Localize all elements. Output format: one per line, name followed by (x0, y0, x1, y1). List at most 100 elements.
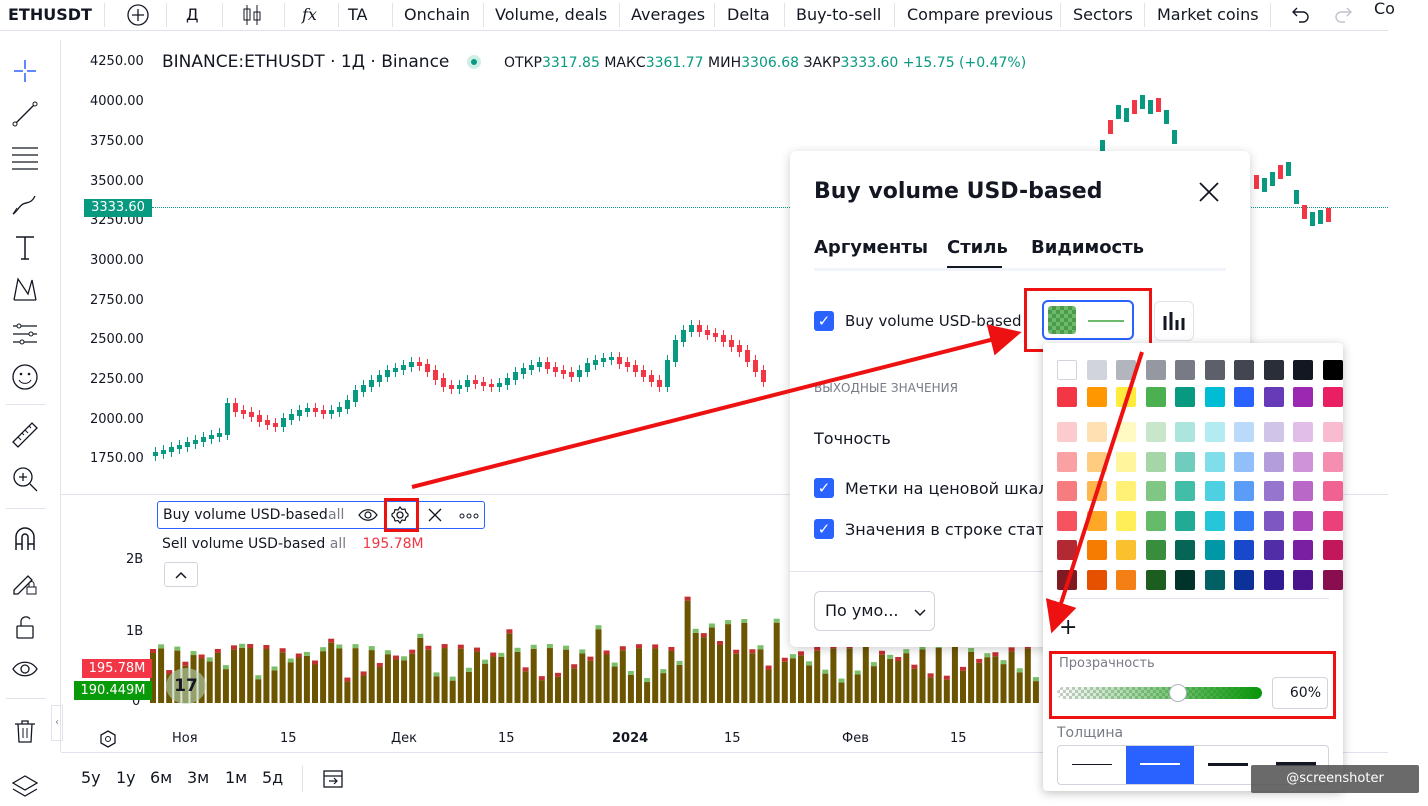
trash-icon[interactable] (10, 716, 40, 746)
color-swatch-shade[interactable] (1204, 569, 1225, 590)
color-swatch-shade[interactable] (1145, 569, 1166, 590)
color-swatch-shade[interactable] (1116, 481, 1136, 501)
color-swatch-grey[interactable] (1293, 360, 1313, 380)
color-swatch-shade[interactable] (1204, 540, 1225, 560)
lock-draw-icon[interactable] (10, 568, 40, 598)
timeframe-3m[interactable]: 3м (187, 768, 210, 787)
timeframe-5d[interactable]: 5д (262, 768, 284, 787)
color-swatch-shade[interactable] (1234, 510, 1254, 531)
color-swatch-main[interactable] (1116, 387, 1136, 407)
indicators-fx-button[interactable]: fx (302, 5, 317, 24)
color-swatch-shade[interactable] (1293, 540, 1313, 560)
color-swatch-shade[interactable] (1175, 540, 1195, 560)
color-swatch-shade[interactable] (1116, 569, 1136, 590)
redo-icon[interactable] (1334, 0, 1358, 30)
color-swatch-shade[interactable] (1263, 481, 1284, 501)
color-swatch-shade[interactable] (1293, 569, 1313, 590)
color-swatch-shade[interactable] (1263, 451, 1284, 472)
color-swatch-main[interactable] (1322, 387, 1343, 407)
color-swatch-shade[interactable] (1234, 569, 1254, 590)
color-swatch-shade[interactable] (1234, 451, 1254, 472)
color-swatch-shade[interactable] (1116, 422, 1136, 442)
color-swatch-main[interactable] (1234, 387, 1254, 407)
timeframe-6m[interactable]: 6м (150, 768, 173, 787)
color-swatch-shade[interactable] (1086, 481, 1107, 501)
color-swatch-grey[interactable] (1116, 360, 1136, 380)
thickness-3[interactable] (1194, 746, 1262, 784)
emoji-icon[interactable] (10, 362, 40, 392)
plot-visible-checkbox[interactable]: ✓ (814, 311, 834, 331)
toolbar-item-averages[interactable]: Averages (631, 5, 706, 24)
color-swatch-shade[interactable] (1057, 569, 1077, 590)
color-swatch-shade[interactable] (1263, 510, 1284, 531)
collapse-legend-button[interactable] (164, 562, 198, 587)
color-swatch-shade[interactable] (1293, 422, 1313, 442)
toolbar-item-compare-previous[interactable]: Compare previous (907, 5, 1054, 24)
plot-type-button[interactable] (1154, 301, 1194, 341)
color-swatch-shade[interactable] (1322, 540, 1343, 560)
toolbar-item-sectors[interactable]: Sectors (1073, 5, 1133, 24)
toolbar-item-onchain[interactable]: Onchain (404, 5, 471, 24)
color-swatch-shade[interactable] (1322, 569, 1343, 590)
color-swatch-grey[interactable] (1057, 360, 1077, 380)
color-swatch-shade[interactable] (1116, 540, 1136, 560)
price-scale-labels-checkbox[interactable]: ✓ (814, 478, 834, 498)
color-swatch-main[interactable] (1204, 387, 1225, 407)
color-swatch-shade[interactable] (1145, 540, 1166, 560)
thickness-4[interactable] (1262, 746, 1330, 784)
color-swatch-shade[interactable] (1057, 451, 1077, 472)
color-swatch-shade[interactable] (1322, 451, 1343, 472)
color-swatch-shade[interactable] (1293, 451, 1313, 472)
brush-icon[interactable] (10, 188, 40, 218)
color-swatch-shade[interactable] (1145, 422, 1166, 442)
forecast-icon[interactable] (10, 318, 40, 348)
color-swatch-shade[interactable] (1145, 451, 1166, 472)
date-range-icon[interactable] (321, 768, 345, 794)
timeframe-5y[interactable]: 5у (81, 768, 101, 787)
close-icon[interactable] (1198, 181, 1220, 207)
color-swatch-main[interactable] (1263, 387, 1284, 407)
color-swatch-main[interactable] (1086, 387, 1107, 407)
color-swatch-shade[interactable] (1322, 481, 1343, 501)
color-swatch-shade[interactable] (1175, 569, 1195, 590)
color-swatch-grey[interactable] (1145, 360, 1166, 380)
ruler-icon[interactable] (10, 420, 40, 450)
color-swatch-shade[interactable] (1204, 510, 1225, 531)
color-swatch-shade[interactable] (1234, 540, 1254, 560)
toolbar-item-buy-to-sell[interactable]: Buy-to-sell (796, 5, 882, 24)
toolbar-item-ta[interactable]: TA (348, 5, 368, 24)
color-swatch-shade[interactable] (1145, 481, 1166, 501)
text-icon[interactable] (10, 232, 40, 262)
close-icon[interactable] (426, 506, 444, 528)
undo-icon[interactable] (1288, 0, 1312, 30)
color-swatch-shade[interactable] (1057, 510, 1077, 531)
color-swatch-shade[interactable] (1204, 451, 1225, 472)
color-swatch-shade[interactable] (1057, 481, 1077, 501)
opacity-input[interactable]: 60% (1272, 677, 1328, 709)
color-swatch-shade[interactable] (1263, 569, 1284, 590)
color-swatch-shade[interactable] (1322, 422, 1343, 442)
thickness-2[interactable] (1126, 746, 1194, 784)
collapse-toolbar-button[interactable]: ‹ (51, 705, 63, 741)
fib-lines-icon[interactable] (10, 142, 40, 172)
opacity-slider[interactable] (1057, 687, 1262, 699)
color-swatch-shade[interactable] (1322, 510, 1343, 531)
tab-style[interactable]: Стиль (947, 237, 1008, 258)
color-swatch-shade[interactable] (1086, 540, 1107, 560)
add-custom-color-button[interactable]: + (1059, 615, 1078, 640)
symbol-search[interactable]: ETHUSDT (8, 5, 92, 24)
crosshair-icon[interactable] (10, 56, 40, 86)
color-swatch-shade[interactable] (1234, 422, 1254, 442)
color-swatch-shade[interactable] (1086, 510, 1107, 531)
lock-icon[interactable] (10, 612, 40, 642)
color-swatch-shade[interactable] (1057, 422, 1077, 442)
zoom-in-icon[interactable] (10, 464, 40, 494)
toolbar-item-volume-deals[interactable]: Volume, deals (495, 5, 608, 24)
color-swatch-main[interactable] (1175, 387, 1195, 407)
eye-icon[interactable] (357, 506, 379, 528)
pane-separator[interactable] (61, 494, 1388, 495)
indicator-legend-buy[interactable]: Buy volume USD-based all (157, 501, 485, 529)
color-swatch-shade[interactable] (1175, 451, 1195, 472)
color-swatch-shade[interactable] (1086, 422, 1107, 442)
chart-settings-icon[interactable] (98, 729, 118, 753)
